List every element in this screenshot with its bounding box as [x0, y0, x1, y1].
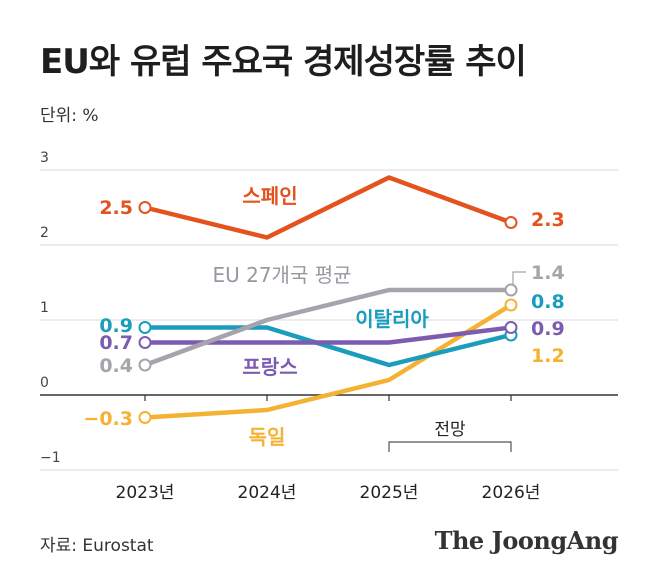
x-tick-label: 2025년 — [360, 483, 419, 503]
series-name-label: 스페인 — [242, 184, 297, 208]
data-label: 1.2 — [531, 345, 565, 367]
chart-title: EU와 유럽 주요국 경제성장률 추이 — [40, 42, 527, 82]
y-tick-label: 3 — [40, 150, 49, 166]
unit-label: 단위: % — [40, 106, 99, 126]
data-label: 0.9 — [99, 315, 133, 337]
series-name-label: 독일 — [249, 425, 286, 449]
x-tick-label: 2024년 — [238, 483, 297, 503]
series-line — [142, 302, 514, 420]
series-name-label: 프랑스 — [242, 355, 297, 379]
x-tick-label: 2023년 — [116, 483, 175, 503]
data-label: 1.4 — [531, 262, 565, 284]
brand-logo: The JoongAng — [434, 526, 619, 555]
data-point — [138, 411, 152, 424]
data-label: 0.8 — [531, 291, 565, 313]
series-name-label: EU 27개국 평균 — [212, 263, 351, 287]
y-tick-label: 0 — [40, 375, 49, 391]
data-label: 2.3 — [531, 209, 565, 231]
data-label: 0.4 — [99, 355, 133, 377]
data-point — [138, 321, 152, 334]
series-name-label: 이탈리아 — [355, 307, 429, 331]
data-point — [504, 298, 518, 312]
series-line — [142, 325, 514, 368]
data-label: 0.9 — [531, 318, 565, 340]
source-note: 자료: Eurostat — [40, 536, 154, 556]
x-tick-label: 2026년 — [482, 483, 541, 503]
y-tick-label: −1 — [40, 450, 61, 466]
data-point — [138, 336, 152, 349]
data-label: 0.7 — [99, 332, 133, 354]
forecast-bracket — [388, 441, 512, 452]
data-point — [138, 201, 152, 214]
data-point — [504, 321, 518, 334]
forecast-label: 전망 — [434, 420, 466, 440]
y-tick-label: 2 — [40, 225, 49, 241]
data-label: 2.5 — [99, 197, 133, 219]
series-line — [142, 175, 514, 240]
data-point — [504, 216, 518, 229]
series-line — [142, 287, 514, 368]
data-point — [138, 358, 152, 372]
data-point — [504, 283, 518, 297]
y-tick-label: 1 — [40, 300, 49, 316]
leader-line — [512, 271, 526, 284]
data-label: −0.3 — [83, 408, 133, 430]
